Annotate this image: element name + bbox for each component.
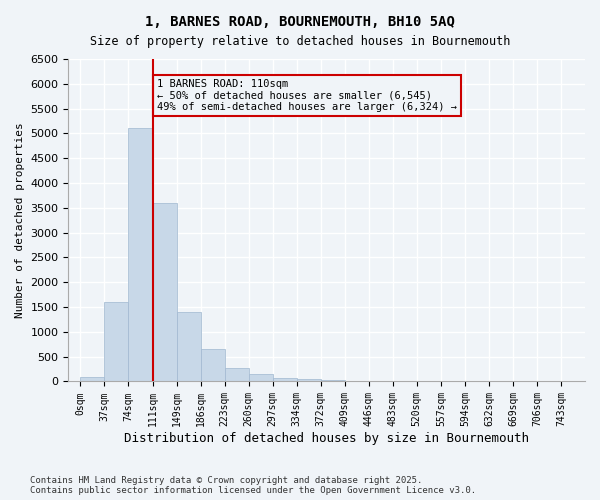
Y-axis label: Number of detached properties: Number of detached properties	[15, 122, 25, 318]
Bar	[176, 312, 200, 382]
Bar	[152, 203, 176, 382]
Bar	[272, 378, 296, 382]
Bar	[248, 374, 272, 382]
Bar	[200, 349, 224, 382]
Text: 1, BARNES ROAD, BOURNEMOUTH, BH10 5AQ: 1, BARNES ROAD, BOURNEMOUTH, BH10 5AQ	[145, 15, 455, 29]
Bar	[224, 368, 248, 382]
Bar	[80, 376, 104, 382]
Bar	[128, 128, 152, 382]
Bar	[296, 379, 320, 382]
Text: 1 BARNES ROAD: 110sqm
← 50% of detached houses are smaller (6,545)
49% of semi-d: 1 BARNES ROAD: 110sqm ← 50% of detached …	[157, 79, 457, 112]
Text: Size of property relative to detached houses in Bournemouth: Size of property relative to detached ho…	[90, 35, 510, 48]
X-axis label: Distribution of detached houses by size in Bournemouth: Distribution of detached houses by size …	[124, 432, 529, 445]
Bar	[104, 302, 128, 382]
Bar	[320, 380, 345, 382]
Text: Contains HM Land Registry data © Crown copyright and database right 2025.
Contai: Contains HM Land Registry data © Crown c…	[30, 476, 476, 495]
